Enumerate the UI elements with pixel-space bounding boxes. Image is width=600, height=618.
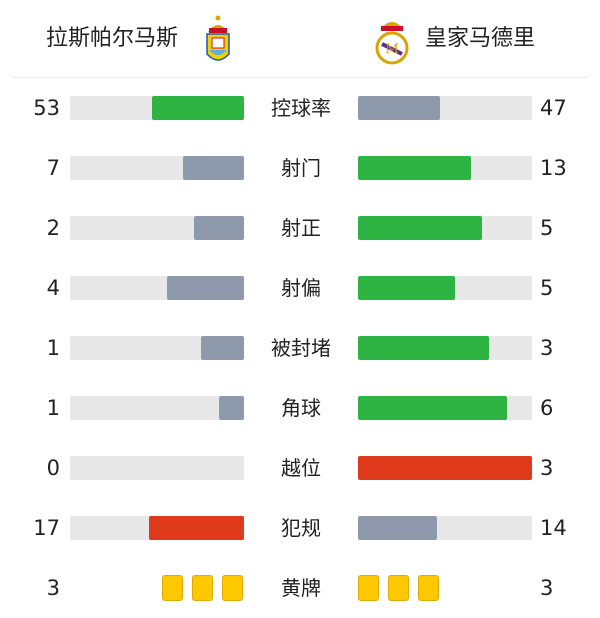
away-bar-track	[358, 216, 532, 240]
home-bar-fill	[219, 396, 244, 420]
stat-label: 角球	[281, 396, 321, 420]
home-bar-track	[70, 156, 244, 180]
stat-label: 控球率	[271, 96, 331, 120]
away-bar-track	[358, 276, 532, 300]
stat-label: 被封堵	[271, 336, 331, 360]
away-bar-fill	[358, 276, 455, 300]
home-value: 3	[46, 576, 60, 600]
home-bar-track	[70, 276, 244, 300]
away-value: 5	[540, 276, 554, 300]
home-bar-fill	[194, 216, 244, 240]
las-palmas-crest-icon	[206, 15, 230, 61]
home-bar-fill	[151, 96, 244, 120]
home-bar-track	[70, 396, 244, 420]
away-bar-fill	[358, 216, 483, 240]
home-bar-track	[70, 96, 244, 120]
home-team-name: 拉斯帕尔马斯	[46, 26, 179, 51]
away-value: 47	[540, 96, 567, 120]
home-bar-fill	[200, 336, 244, 360]
home-yellow-card	[162, 575, 183, 601]
stat-label: 黄牌	[281, 576, 321, 600]
away-bar-fill	[358, 396, 508, 420]
away-value: 14	[540, 516, 567, 540]
home-bar-track	[70, 456, 244, 480]
away-value: 6	[540, 396, 554, 420]
away-bar-fill	[358, 336, 489, 360]
away-value: 3	[540, 336, 554, 360]
home-value: 1	[46, 336, 60, 360]
stat-label: 犯规	[281, 516, 321, 540]
home-bar-fill	[148, 516, 244, 540]
stat-label: 越位	[281, 456, 321, 480]
stat-row: 1 角球 6	[0, 378, 600, 438]
home-value: 53	[33, 96, 60, 120]
away-bar-track	[358, 516, 532, 540]
away-bar-fill	[358, 156, 472, 180]
home-yellow-card	[222, 575, 243, 601]
away-value: 3	[540, 576, 554, 600]
real-madrid-crest-icon: M	[375, 22, 409, 65]
away-bar-fill	[358, 96, 440, 120]
away-bar-track	[358, 456, 532, 480]
away-bar-fill	[358, 516, 437, 540]
away-bar-track	[358, 96, 532, 120]
away-bar-fill	[358, 456, 532, 480]
header-divider	[12, 77, 588, 78]
stat-row: 4 射偏 5	[0, 258, 600, 318]
stat-row: 3 黄牌 3	[0, 558, 600, 618]
away-bar-track	[358, 396, 532, 420]
stat-row: 53 控球率 47	[0, 78, 600, 138]
home-value: 2	[46, 216, 60, 240]
away-yellow-card	[388, 575, 409, 601]
away-value: 13	[540, 156, 567, 180]
stat-row: 2 射正 5	[0, 198, 600, 258]
home-bar-track	[70, 516, 244, 540]
stat-label: 射门	[281, 156, 321, 180]
stat-label: 射偏	[281, 276, 321, 300]
away-value: 5	[540, 216, 554, 240]
away-bar-track	[358, 156, 532, 180]
home-value: 1	[46, 396, 60, 420]
away-bar-track	[358, 336, 532, 360]
stat-row: 17 犯规 14	[0, 498, 600, 558]
home-value: 4	[46, 276, 60, 300]
home-bar-track	[70, 216, 244, 240]
stat-row: 0 越位 3	[0, 438, 600, 498]
home-yellow-card	[192, 575, 213, 601]
svg-text:M: M	[385, 42, 398, 57]
stat-label: 射正	[281, 216, 321, 240]
away-team-name: 皇家马德里	[425, 26, 536, 51]
home-value: 17	[33, 516, 60, 540]
away-yellow-card	[358, 575, 379, 601]
home-value: 7	[46, 156, 60, 180]
home-bar-fill	[183, 156, 244, 180]
stat-row: 1 被封堵 3	[0, 318, 600, 378]
stat-row: 7 射门 13	[0, 138, 600, 198]
home-bar-track	[70, 336, 244, 360]
home-bar-fill	[166, 276, 244, 300]
home-value: 0	[46, 456, 60, 480]
away-value: 3	[540, 456, 554, 480]
away-yellow-card	[418, 575, 439, 601]
